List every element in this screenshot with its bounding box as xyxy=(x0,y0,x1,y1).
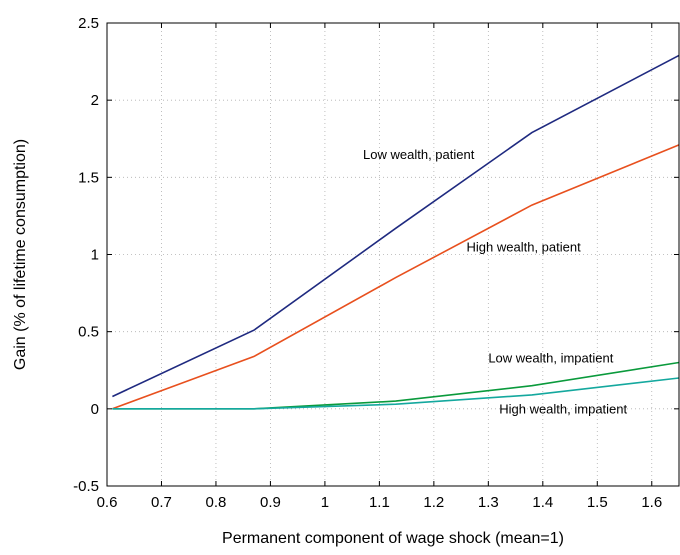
series-line-low-wealth-patient xyxy=(112,54,680,398)
x-tick-label: 1.1 xyxy=(369,494,390,511)
y-tick-label: 1.5 xyxy=(78,169,99,186)
series-line-high-wealth-patient xyxy=(112,144,680,410)
series-lines xyxy=(112,54,680,410)
y-tick-label: 2 xyxy=(91,92,99,109)
x-tick-label: 1.5 xyxy=(587,494,608,511)
x-tick-label: 0.7 xyxy=(151,494,172,511)
x-tick-label: 1.6 xyxy=(641,494,662,511)
grid-lines xyxy=(106,22,679,487)
y-tick-label: 0.5 xyxy=(78,324,99,341)
plot-area-frame xyxy=(106,22,680,487)
y-tick-label: -0.5 xyxy=(73,478,99,495)
x-tick-label: 1 xyxy=(321,494,329,511)
series-annotation: High wealth, impatient xyxy=(499,401,627,416)
series-annotation: Low wealth, patient xyxy=(363,147,475,162)
x-tick-label: 1.4 xyxy=(532,494,553,511)
series-annotations: Low wealth, patient High wealth, patient L… xyxy=(363,147,627,417)
y-tick-label: 0 xyxy=(91,401,99,418)
x-tick-label: 0.6 xyxy=(97,494,118,511)
axis-ticks: 0.6 0.7 0.8 0.9 1 1.1 1.2 1.3 1.4 1.5 1.6 -0.5 0 0.5 1… xyxy=(73,15,679,511)
y-axis-title: Gain (% of lifetime consumption) xyxy=(12,139,29,370)
x-tick-label: 1.2 xyxy=(423,494,444,511)
x-tick-label: 0.8 xyxy=(206,494,227,511)
series-annotation: High wealth, patient xyxy=(467,239,582,254)
series-annotation: Low wealth, impatient xyxy=(488,351,613,366)
series-line-high-wealth-impatient xyxy=(112,377,680,410)
y-tick-label: 1 xyxy=(91,247,99,264)
x-tick-label: 0.9 xyxy=(260,494,281,511)
y-tick-label: 2.5 xyxy=(78,15,99,32)
x-axis-title: Permanent component of wage shock (mean=… xyxy=(222,530,564,547)
x-tick-label: 1.3 xyxy=(478,494,499,511)
